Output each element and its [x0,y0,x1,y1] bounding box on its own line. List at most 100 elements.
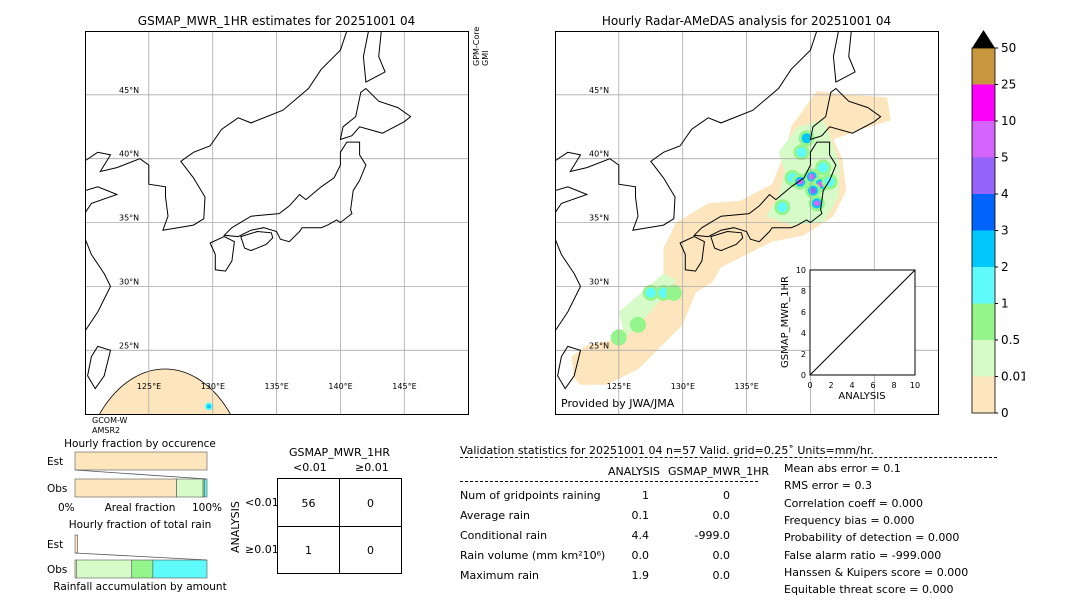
rain-spot [801,133,812,144]
fraction-segment [74,534,78,554]
lat-label: 45°N [589,86,609,95]
contingency-table: 56 0 1 0 [277,478,402,574]
stat-label: Rain volume (mm km²10⁶) [460,549,606,562]
colorbar-label: 25 [1001,78,1016,92]
colorbar-label: 2 [1001,260,1009,274]
x-tick-label: 6 [870,381,875,390]
row-title: ANALYSIS [229,501,242,553]
x-tick-100: 100% [192,502,222,514]
fraction-chart-title: Hourly fraction of total rain [69,519,212,531]
fraction-segment [204,478,208,498]
sensor-bottom-line1: GCOM-W [92,416,128,425]
coastline-sakhalin [362,31,386,83]
coastline-mainland [555,31,818,333]
lat-label: 25°N [119,341,139,350]
cell-1-0: 1 [305,544,312,557]
row-label-1: ≥0.01 [245,543,279,556]
stats-col2: GSMAP_MWR_1HR [668,465,770,478]
lat-label: 30°N [119,277,139,286]
rain-spot [206,404,211,409]
colorbar-segment [972,194,995,231]
fraction-row-label: Est [47,539,63,551]
lat-label: 35°N [119,214,139,223]
map-frame [85,31,469,415]
score-line: False alarm ratio = -999.000 [784,548,942,562]
scatter-inset: 0 2 4 6 8 10 0 2 4 6 8 10 ANALYSIS GSMAP_MWR_1HR [780,266,920,402]
col-label-0: <0.01 [293,461,327,474]
fraction-segment [131,559,154,579]
rain-spot [645,287,656,298]
swath-area [98,368,232,415]
stat-analysis: 0.1 [631,509,650,522]
cell-0-0: 56 [301,497,316,510]
fraction-segment [76,559,133,579]
colorbar-segment [972,230,995,267]
fraction-segment [74,451,208,471]
lat-label: 30°N [589,277,609,286]
coastline-shikoku [240,230,274,252]
x-axis-label: ANALYSIS [838,391,885,402]
colorbar-label: 0.5 [1001,333,1020,347]
colorbar-segment [972,84,995,121]
fraction-xlabel: Areal fraction [105,502,176,514]
sensor-top-line1: GPM-Core [472,26,481,66]
score-line: Mean abs error = 0.1 [784,462,901,475]
colorbar-label: 1 [1001,297,1009,311]
coastline-kyushu [679,236,705,272]
stat-gsmap: 0 [723,489,730,502]
left-map: 45°N 40°N 35°N 30°N 25°N 125°E 130°E 135°E 140°E… [85,31,469,415]
score-line: Probability of detection = 0.000 [784,531,960,545]
colorbar-segment [972,376,995,413]
fraction-connector [74,552,208,561]
colorbar-segment [972,303,995,340]
stat-analysis: 1.9 [631,569,650,582]
coastline-taiwan [87,345,112,390]
colorbar-extend-triangle [972,30,995,48]
stat-label: Num of gridpoints raining [460,489,601,502]
fraction-chart-title: Hourly fraction by occurence [64,438,216,450]
score-line: Equitable threat score = 0.000 [784,583,954,597]
cell-1-1: 0 [367,544,374,557]
sensor-bottom-line2: AMSR2 [92,426,121,435]
colorbar-segment [972,267,995,304]
rain-spot [633,319,643,330]
stat-analysis: 1 [642,489,649,502]
score-line: RMS error = 0.3 [784,479,872,493]
x-tick-0: 0% [58,502,75,514]
coastline-taiwan [557,345,582,390]
sensor-bottom: GCOM-W AMSR2 [92,416,127,436]
x-tick-label: 10 [910,381,920,390]
lat-label: 40°N [119,150,139,159]
coastline-kyushu [209,236,235,272]
colorbar-label: 0 [1001,406,1009,420]
contingency-title: GSMAP_MWR_1HR [288,446,391,459]
stat-gsmap: 0.0 [712,509,731,522]
rain-spot [668,287,679,298]
stat-gsmap: 0.0 [712,549,731,562]
colorbar-label: 5 [1001,151,1009,165]
stat-label: Conditional rain [460,529,548,542]
rain-spot [658,287,669,298]
lon-label: 135°E [735,382,759,391]
stat-label: Maximum rain [460,569,539,582]
stats-col1: ANALYSIS [608,465,660,478]
x-tick-label: 0 [807,381,812,390]
rain-spot [810,187,816,194]
coastline-honshu [223,141,367,243]
cell-0-1: 0 [367,497,374,510]
colorbar-label: 10 [1001,114,1016,128]
lon-label: 135°E [265,382,289,391]
fraction-row-label: Obs [47,483,67,495]
lat-label: 45°N [119,86,139,95]
rain-spot [818,162,829,173]
colorbar: 0 0.01 0.5 1 2 3 4 5 10 25 50 [971,30,1025,420]
y-tick-label: 6 [801,308,806,317]
colorbar-label: 4 [1001,187,1009,201]
stat-label: Average rain [460,509,530,522]
score-line: Hanssen & Kuipers score = 0.000 [784,565,969,579]
map-background [85,31,469,415]
lon-label: 125°E [607,382,631,391]
y-tick-label: 10 [796,266,806,275]
credit-text: Provided by JWA/JMA [561,397,675,410]
